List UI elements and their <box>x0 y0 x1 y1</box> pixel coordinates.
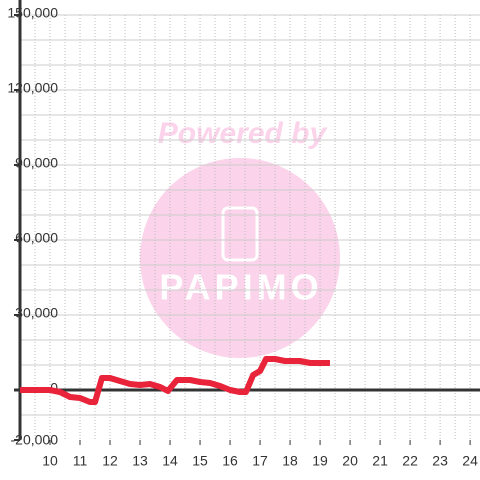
x-tick-label: 20 <box>342 453 358 469</box>
x-tick-label: 10 <box>42 453 58 469</box>
x-tick-label: 12 <box>102 453 118 469</box>
y-tick-label: 150,000 <box>7 5 58 21</box>
x-tick-label: 14 <box>162 453 178 469</box>
watermark-logo: PAPIMO <box>159 267 322 308</box>
x-tick-label: 21 <box>372 453 388 469</box>
y-tick-label: 60,000 <box>15 230 58 246</box>
watermark-circle <box>140 158 340 358</box>
y-tick-label: -20,000 <box>11 432 59 448</box>
x-tick-label: 13 <box>132 453 148 469</box>
data-line <box>20 356 330 405</box>
x-tick-label: 19 <box>312 453 328 469</box>
y-tick-label: 0 <box>50 380 58 396</box>
x-tick-label: 22 <box>402 453 418 469</box>
x-tick-label: 11 <box>73 453 88 469</box>
y-tick-label: 90,000 <box>15 155 58 171</box>
y-tick-label: 30,000 <box>15 305 58 321</box>
x-tick-label: 18 <box>282 453 298 469</box>
x-tick-label: 17 <box>252 453 268 469</box>
x-tick-label: 24 <box>462 453 478 469</box>
x-tick-label: 23 <box>432 453 448 469</box>
x-tick-label: 15 <box>192 453 208 469</box>
watermark-icon <box>221 206 259 262</box>
y-tick-label: 120,000 <box>7 80 58 96</box>
watermark-text: Powered by <box>158 117 328 150</box>
x-tick-label: 16 <box>222 453 238 469</box>
